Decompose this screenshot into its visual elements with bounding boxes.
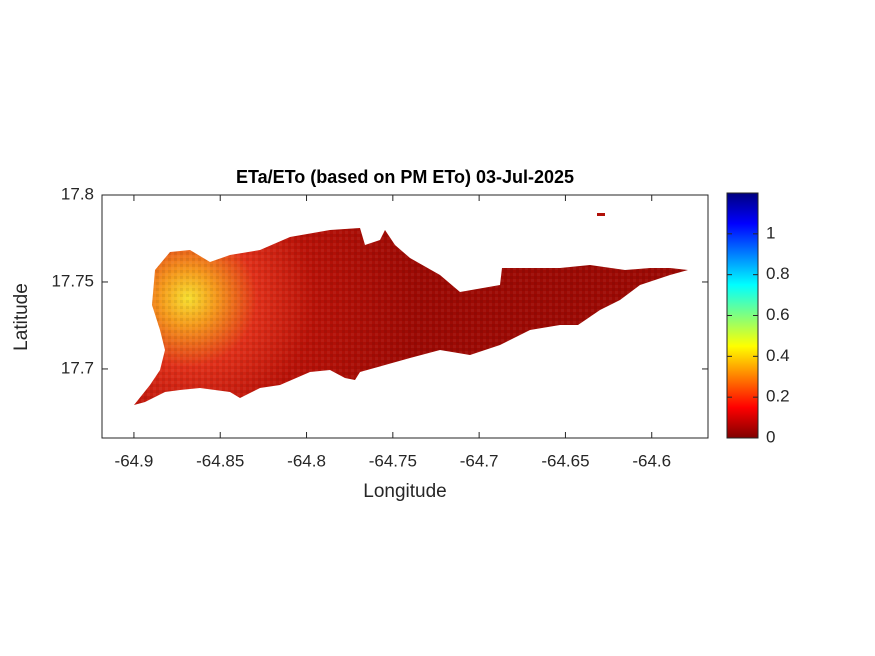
- y-tick-label: 17.7: [61, 358, 94, 377]
- island-texture: [134, 228, 688, 405]
- y-axis-label: Latitude: [11, 283, 32, 351]
- colorbar-tick-label: 0.8: [766, 264, 790, 283]
- colorbar-tick-label: 0.2: [766, 387, 790, 406]
- colorbar-tick-label: 0: [766, 427, 775, 446]
- colorbar-tick-label: 1: [766, 223, 775, 242]
- x-tick-label: -64.65: [541, 451, 589, 470]
- islet: [597, 213, 605, 216]
- x-tick-label: -64.75: [369, 451, 417, 470]
- x-tick-label: -64.85: [196, 451, 244, 470]
- x-tick-label: -64.8: [287, 451, 326, 470]
- x-axis-label: Longitude: [363, 481, 446, 502]
- y-tick-label: 17.75: [51, 271, 94, 290]
- y-tick-label: 17.8: [61, 184, 94, 203]
- island: [134, 213, 688, 405]
- chart-title: ETa/ETo (based on PM ETo) 03-Jul-2025: [236, 167, 574, 187]
- colorbar-tick-label: 0.6: [766, 305, 790, 324]
- axes-box: [101, 194, 709, 439]
- colorbar: [726, 192, 759, 439]
- x-tick-label: -64.9: [115, 451, 154, 470]
- x-tick-label: -64.7: [460, 451, 499, 470]
- colorbar-tick-label: 0.4: [766, 346, 790, 365]
- x-tick-label: -64.6: [632, 451, 671, 470]
